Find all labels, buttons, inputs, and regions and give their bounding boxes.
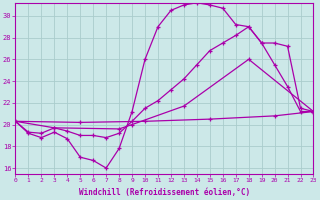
- X-axis label: Windchill (Refroidissement éolien,°C): Windchill (Refroidissement éolien,°C): [79, 188, 250, 197]
